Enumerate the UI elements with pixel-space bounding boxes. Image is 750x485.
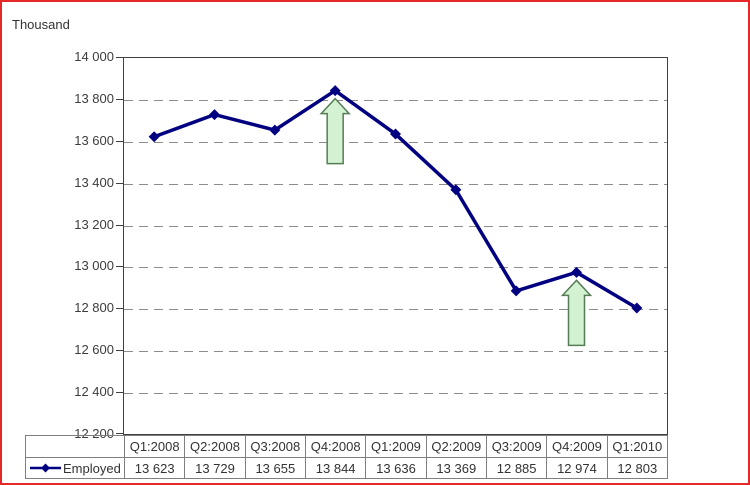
category-header-cell: Q4:2009 — [546, 435, 608, 458]
legend-label: Employed — [63, 460, 121, 476]
y-axis-tick — [116, 141, 123, 142]
gridline — [124, 226, 667, 227]
value-cell: 13 655 — [244, 457, 306, 479]
value-cell: 12 885 — [485, 457, 548, 479]
gridline — [124, 184, 667, 185]
y-axis-tick-label: 13 600 — [74, 133, 114, 148]
value-cell: 12 803 — [606, 457, 669, 479]
y-axis-tick-label: 14 000 — [74, 49, 114, 64]
category-header-cell: Q1:2010 — [606, 435, 669, 458]
y-axis-tick — [116, 266, 123, 267]
data-point-marker — [571, 266, 582, 278]
category-header-cell: Q3:2008 — [244, 435, 306, 458]
y-axis-tick — [116, 392, 123, 393]
category-header-row: Q1:2008 Q2:2008 Q3:2008 Q4:2008 Q1:2009 Q2:20… — [25, 435, 669, 458]
gridline — [124, 267, 667, 268]
y-axis-tick — [116, 183, 123, 184]
y-axis-tick — [116, 225, 123, 226]
value-cell: 13 729 — [184, 457, 246, 479]
y-axis-tick — [116, 308, 123, 309]
data-table: Q1:2008 Q2:2008 Q3:2008 Q4:2008 Q1:2009 Q2:20… — [25, 435, 669, 479]
y-axis-tick-label: 12 800 — [74, 300, 114, 315]
y-axis-tick-label: 13 200 — [74, 217, 114, 232]
y-axis-tick-label: 13 000 — [74, 258, 114, 273]
data-point-marker — [148, 131, 160, 143]
y-axis-labels: 14 000 13 800 13 600 13 400 13 200 13 000 12 8… — [30, 2, 114, 483]
y-axis-tick-label: 12 400 — [74, 384, 114, 399]
gridline — [124, 393, 667, 394]
y-axis-tick-label: 13 400 — [74, 175, 114, 190]
highlight-arrow — [319, 97, 351, 165]
gridline — [124, 351, 667, 352]
y-axis-tick — [116, 57, 123, 58]
employed-line-series — [153, 88, 638, 310]
category-header-cell: Q4:2008 — [304, 435, 367, 458]
category-header-cell: Q2:2009 — [425, 435, 487, 458]
data-point-marker — [209, 109, 220, 121]
highlight-arrow — [560, 279, 593, 347]
data-point-marker — [450, 184, 462, 196]
value-cell: 13 636 — [365, 457, 427, 479]
data-point-marker — [329, 85, 341, 97]
plot-area — [123, 57, 668, 435]
gridline — [124, 100, 667, 101]
legend-cell: Employed — [25, 457, 125, 479]
data-point-marker — [390, 128, 401, 140]
value-cell: 13 844 — [304, 457, 367, 479]
y-axis-tick — [116, 99, 123, 100]
data-point-marker — [631, 302, 643, 314]
value-row: Employed 13 623 13 729 13 655 13 844 13 636 1… — [25, 457, 669, 479]
data-point-marker — [269, 124, 281, 136]
y-axis-tick — [116, 433, 123, 434]
y-axis-tick-label: 13 800 — [74, 91, 114, 106]
value-cell: 13 623 — [123, 457, 186, 479]
category-header-cell: Q2:2008 — [184, 435, 246, 458]
y-axis-tick — [116, 350, 123, 351]
table-corner-cell — [25, 435, 125, 458]
y-axis-tick-label: 12 600 — [74, 342, 114, 357]
gridline — [124, 309, 667, 310]
value-cell: 12 974 — [546, 457, 608, 479]
category-header-cell: Q1:2008 — [123, 435, 186, 458]
chart-canvas — [148, 85, 643, 347]
category-header-cell: Q1:2009 — [365, 435, 427, 458]
axis-unit-label: Thousand — [12, 17, 70, 32]
gridline — [124, 142, 667, 143]
value-cell: 13 369 — [425, 457, 487, 479]
category-header-cell: Q3:2009 — [485, 435, 548, 458]
legend-line-marker-icon — [29, 461, 62, 476]
